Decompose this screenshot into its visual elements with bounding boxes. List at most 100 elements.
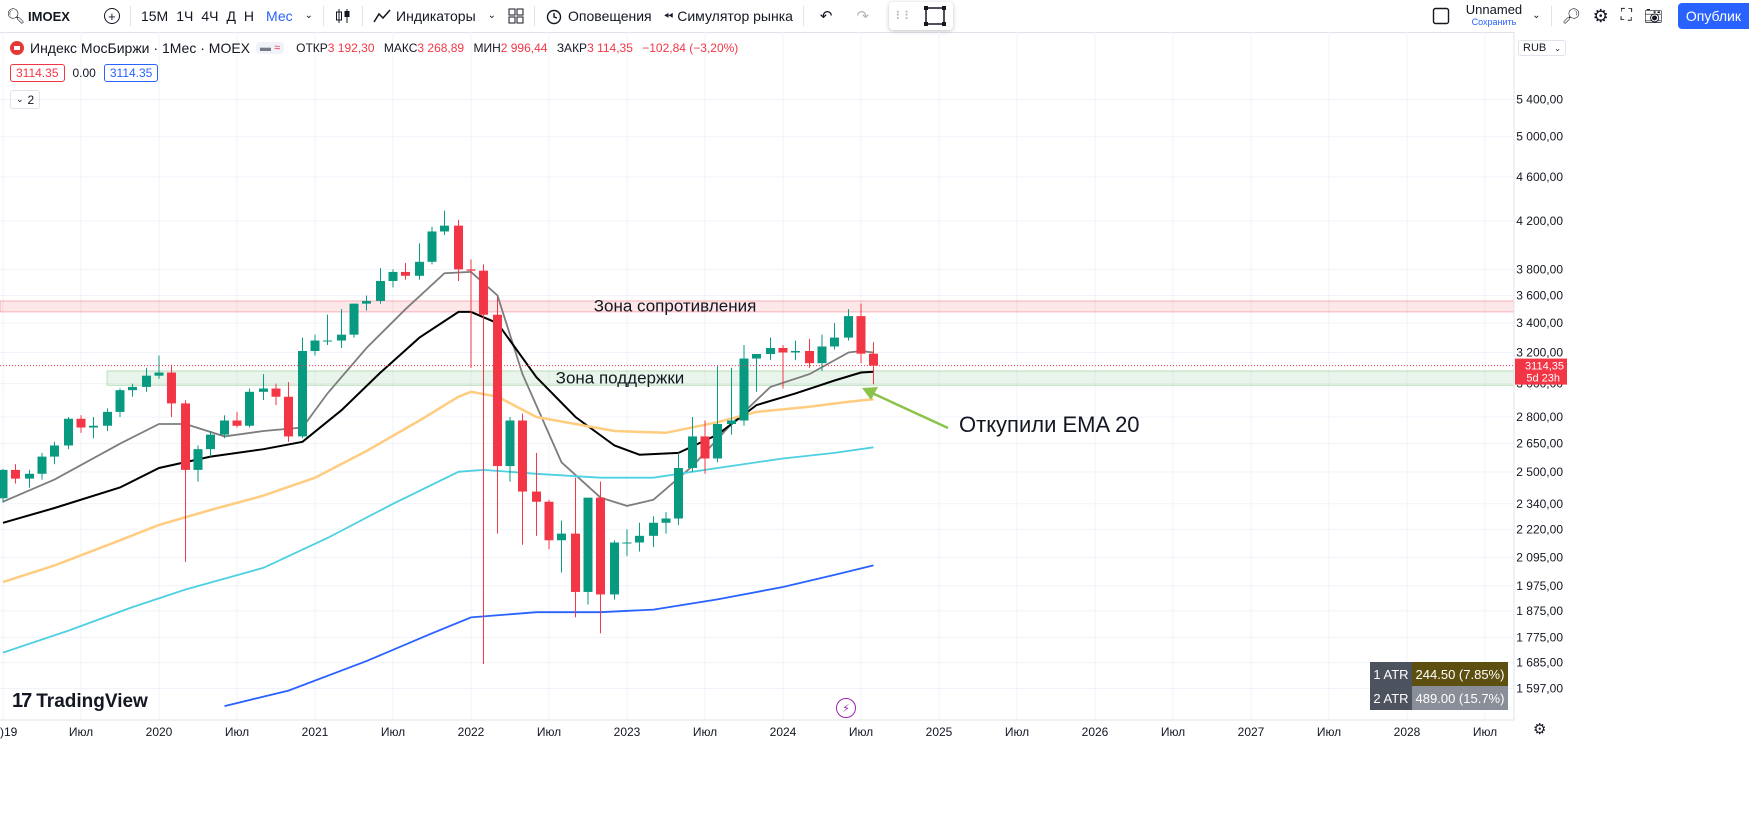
candle: [751, 353, 761, 392]
candle: [532, 452, 542, 536]
alerts-button[interactable]: Оповещения: [539, 0, 658, 32]
x-tick-label: 2025: [926, 725, 953, 739]
rewind-icon: ⏪︎: [663, 9, 674, 23]
open-label: ОТКР: [296, 41, 328, 55]
candle: [361, 295, 371, 311]
candle: [376, 268, 386, 304]
fullscreen-select-icon[interactable]: [923, 5, 947, 27]
spread-value: 0.00: [72, 66, 96, 80]
quick-search-button[interactable]: 🔎︎: [1556, 0, 1587, 32]
zoom-reset-icon[interactable]: ⚡︎: [836, 698, 856, 718]
candle-body: [778, 347, 788, 353]
candle: [0, 468, 8, 503]
price-tag-countdown: 5d 23h: [1526, 373, 1560, 385]
legend-visibility-toggle[interactable]: ▬ ≈: [256, 42, 285, 54]
drawing-panel[interactable]: ⠇⠇: [889, 2, 953, 30]
interval-1h[interactable]: 1Ч: [176, 8, 194, 24]
candle-body: [649, 522, 659, 536]
candle: [622, 529, 632, 557]
chart-legend: Индекс МосБиржи · 1Мес · MOEX ▬ ≈ ОТКР3 …: [10, 40, 744, 56]
interval-4h[interactable]: 4Ч: [201, 8, 219, 24]
currency-label: RUB: [1523, 42, 1547, 54]
indicators-collapse-button[interactable]: ⌄ 2: [10, 90, 41, 109]
candle-body: [0, 469, 8, 499]
candle-body: [829, 337, 839, 347]
x-tick-label: Июл: [849, 725, 873, 739]
snapshot-button[interactable]: 📷︎: [1638, 0, 1669, 32]
candle-body: [271, 388, 281, 397]
chart-canvas[interactable]: Зона сопротивления Зона поддержки Откупили…: [0, 32, 1749, 829]
candle: [283, 382, 293, 442]
x-tick-label: )19: [0, 725, 18, 739]
x-tick-label: 2022: [458, 725, 485, 739]
zone-resistance: [0, 300, 1515, 313]
candle-body: [439, 225, 449, 232]
ask-pill[interactable]: 3114.35: [103, 64, 159, 82]
interval-w[interactable]: Н: [243, 8, 255, 24]
candle: [517, 413, 527, 545]
drag-handle-icon[interactable]: ⠇⠇: [895, 9, 913, 23]
candle: [856, 303, 866, 364]
x-tick-label: 2024: [770, 725, 797, 739]
interval-d[interactable]: Д: [226, 8, 236, 24]
candle-body: [583, 497, 593, 592]
candle: [271, 383, 281, 406]
x-tick-label: Июл: [693, 725, 717, 739]
candle: [493, 296, 503, 534]
candle: [805, 339, 815, 368]
x-tick-label: 2021: [302, 725, 329, 739]
indicators-button[interactable]: Индикаторы ⌄: [367, 0, 502, 32]
candle: [844, 309, 854, 341]
chevron-down-icon: ⌄: [1532, 10, 1541, 21]
tradingview-logo[interactable]: 17 TradingView: [12, 690, 148, 713]
axis-settings-icon[interactable]: ⚙: [1533, 721, 1547, 738]
annotation-arrow: [871, 391, 949, 430]
x-tick-label: Июл: [381, 725, 405, 739]
candle-body: [817, 346, 827, 364]
high-label: МАКС: [383, 41, 418, 55]
layout-icon-button[interactable]: [1426, 0, 1456, 32]
symbol-search[interactable]: 🔍︎ IMOEX: [0, 0, 76, 32]
candle: [181, 400, 191, 562]
price-tag-value: 3114,35: [1525, 361, 1564, 373]
candle: [727, 367, 737, 435]
candle: [25, 469, 35, 488]
settings-button[interactable]: ⚙: [1587, 0, 1615, 32]
candle-body: [337, 334, 347, 341]
interval-month[interactable]: Мес: [266, 8, 293, 24]
fullscreen-button[interactable]: ⛶: [1615, 0, 1638, 32]
legend-title[interactable]: Индекс МосБиржи · 1Мес · MOEX: [30, 40, 251, 56]
redo-button[interactable]: ↷: [845, 0, 882, 32]
alarm-clock-icon: [546, 9, 562, 25]
compare-button[interactable]: +: [98, 0, 126, 32]
layouts-button[interactable]: [502, 0, 530, 32]
undo-button[interactable]: ↶: [808, 0, 845, 32]
candle-body: [544, 501, 554, 541]
candle: [76, 415, 86, 433]
layout-name[interactable]: Unnamed Сохранить ⌄: [1460, 0, 1547, 32]
chevron-down-icon: ⌄: [16, 94, 24, 104]
interval-15m[interactable]: 15М: [140, 8, 169, 24]
candle: [739, 344, 749, 426]
currency-selector[interactable]: RUB ⌄: [1518, 40, 1566, 56]
candle-body: [76, 418, 86, 428]
y-tick-label: 1 875,00: [1516, 604, 1563, 618]
low-label: МИН: [473, 41, 501, 55]
candle: [712, 366, 722, 463]
candle: [505, 417, 515, 482]
atr-value: 244.50 (7.85%): [1412, 662, 1508, 686]
publish-button[interactable]: Опублик: [1677, 3, 1749, 29]
interval-dropdown[interactable]: ⌄: [299, 0, 319, 32]
candle: [661, 512, 671, 534]
candle-body: [25, 473, 35, 479]
replay-button[interactable]: ⏪︎ Симулятор рынка: [658, 0, 799, 32]
low-value: 2 996,44: [500, 41, 548, 55]
candle-body: [517, 420, 527, 492]
candle: [478, 264, 488, 665]
x-tick-label: Июл: [1005, 725, 1029, 739]
candle-body: [103, 411, 113, 426]
bid-pill[interactable]: 3114.35: [10, 64, 65, 82]
candle-body: [322, 340, 332, 342]
candle-body: [622, 542, 632, 544]
chart-type-button[interactable]: [328, 0, 358, 32]
